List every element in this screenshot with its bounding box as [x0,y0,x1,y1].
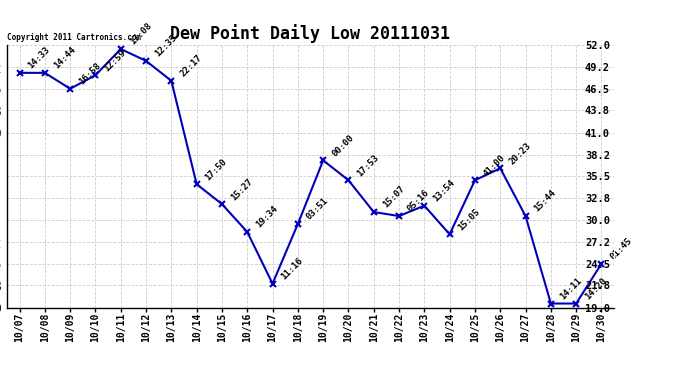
Text: 13:54: 13:54 [431,178,457,204]
Text: 15:27: 15:27 [229,177,254,202]
Text: 01:45: 01:45 [609,236,633,262]
Text: 14:20: 14:20 [583,276,609,302]
Text: 15:07: 15:07 [381,184,406,210]
Text: 19:34: 19:34 [254,204,279,230]
Text: 14:33: 14:33 [26,45,52,70]
Text: 03:51: 03:51 [305,196,330,222]
Text: 12:59: 12:59 [102,48,128,73]
Title: Dew Point Daily Low 20111031: Dew Point Daily Low 20111031 [170,24,451,44]
Text: 14:11: 14:11 [558,276,583,302]
Text: 05:16: 05:16 [406,189,431,214]
Text: 17:53: 17:53 [355,153,381,178]
Text: 15:44: 15:44 [533,189,558,214]
Text: 12:35: 12:35 [153,33,178,59]
Text: Copyright 2011 Cartronics.com: Copyright 2011 Cartronics.com [7,33,141,42]
Text: 11:16: 11:16 [279,256,305,282]
Text: 22:17: 22:17 [178,53,204,79]
Text: 20:23: 20:23 [507,141,533,166]
Text: 16:58: 16:58 [77,61,102,87]
Text: 00:00: 00:00 [330,133,355,158]
Text: 17:50: 17:50 [204,157,229,182]
Text: 15:05: 15:05 [457,207,482,232]
Text: 17:08: 17:08 [128,21,153,47]
Text: 14:44: 14:44 [52,45,77,70]
Text: 41:00: 41:00 [482,153,507,178]
